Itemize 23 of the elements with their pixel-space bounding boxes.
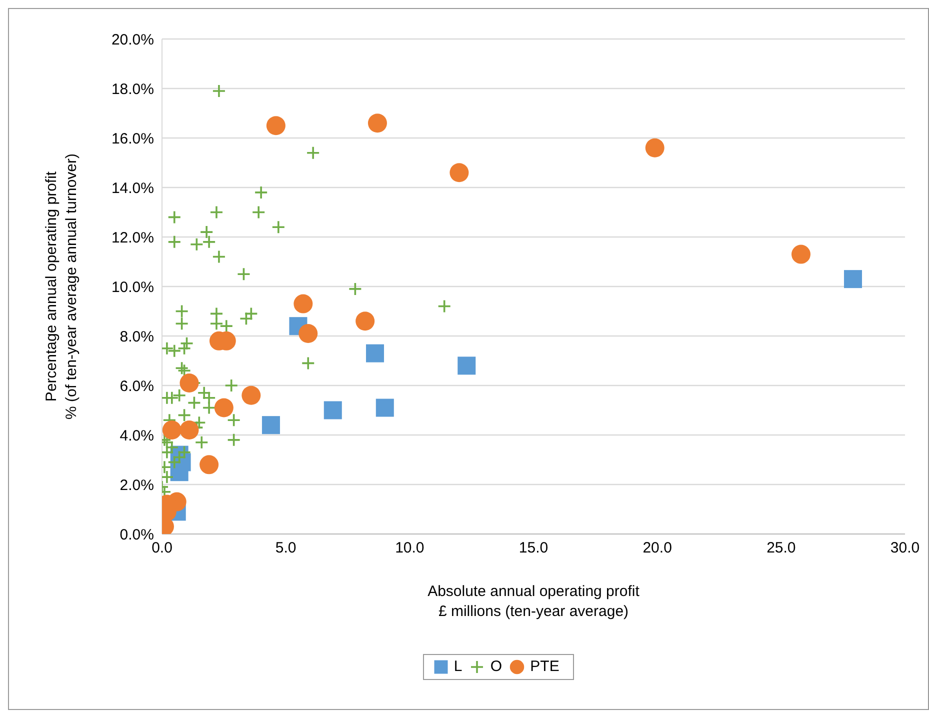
y-tick-label: 20.0% xyxy=(111,31,154,48)
x-tick-label: 25.0 xyxy=(766,540,796,557)
x-tick-label: 0.0 xyxy=(152,540,172,557)
y-tick-label: 0.0% xyxy=(120,526,154,544)
y-tick-label: 4.0% xyxy=(120,427,154,444)
y-tick-label: 16.0% xyxy=(111,130,154,148)
x-tick-label: 5.0 xyxy=(275,540,296,557)
legend-label: PTE xyxy=(529,658,560,675)
x-tick-label: 20.0 xyxy=(642,540,672,557)
y-tick-label: 14.0% xyxy=(111,180,154,197)
y-tick-label: 12.0% xyxy=(111,229,154,246)
y-axis-title: Percentage annual operating profit % (of ten-year average annual turnover) xyxy=(43,153,80,420)
x-tick-label: 15.0 xyxy=(518,540,548,557)
y-tick-label: 8.0% xyxy=(120,328,154,346)
x-axis-title: Absolute annual operating profit £ millions (ten-year average) xyxy=(428,582,640,620)
y-tick-label: 2.0% xyxy=(120,476,154,494)
x-tick-label: 10.0 xyxy=(395,540,424,557)
y-tick-label: 10.0% xyxy=(111,278,154,296)
y-tick-label: 18.0% xyxy=(111,80,154,98)
x-tick-label: 30.0 xyxy=(890,540,920,557)
legend-label: L xyxy=(452,658,462,675)
legend-label: O xyxy=(489,658,502,675)
y-tick-label: 6.0% xyxy=(120,378,154,395)
